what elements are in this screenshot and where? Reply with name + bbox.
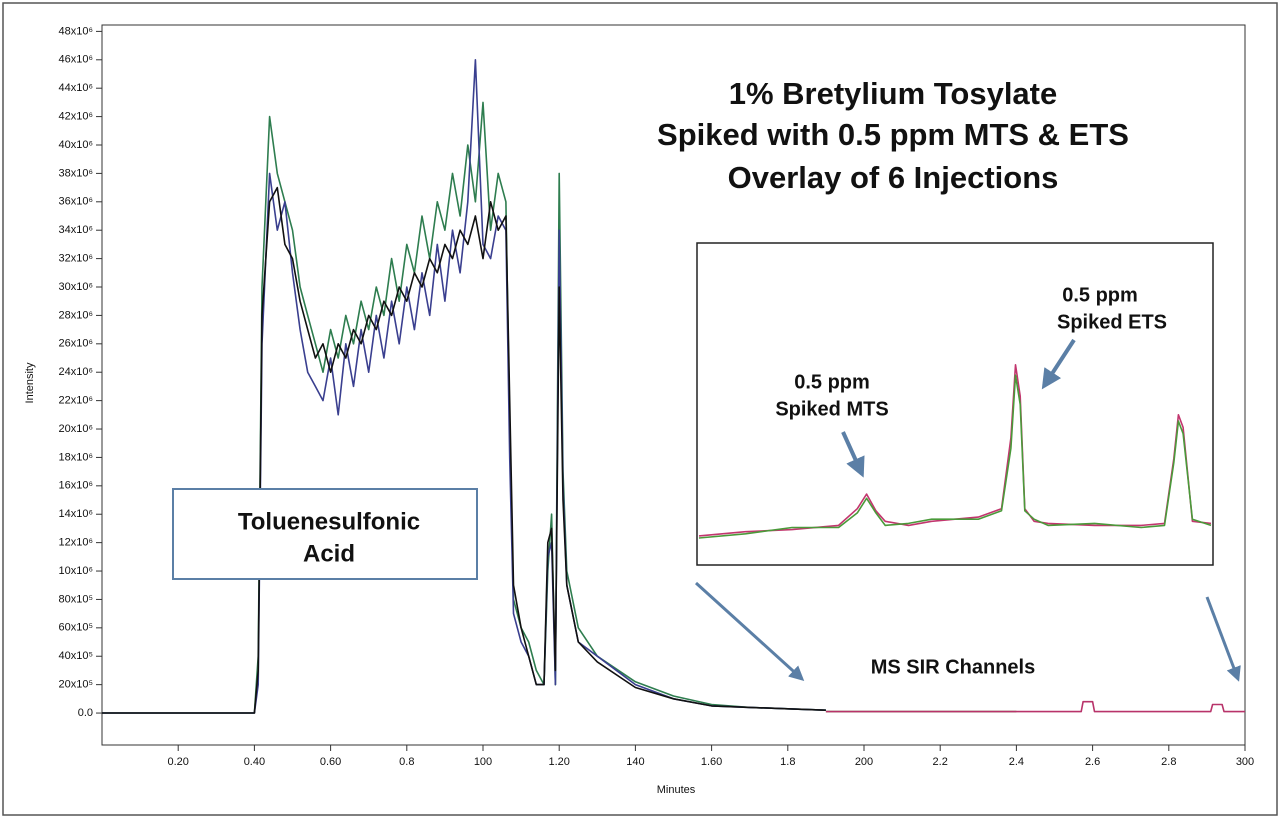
arrow bbox=[694, 581, 805, 682]
x-tick-label: 2.4 bbox=[1009, 756, 1024, 768]
trace bbox=[698, 374, 1212, 539]
y-tick-label: 36x10⁶ bbox=[59, 196, 94, 208]
arrow bbox=[1041, 338, 1076, 390]
arrows bbox=[694, 338, 1241, 682]
x-axis-label: Minutes bbox=[657, 784, 696, 796]
x-tick-label: 2.6 bbox=[1085, 756, 1100, 768]
box-label: Acid bbox=[303, 540, 355, 567]
y-tick-label: 40x10⁵ bbox=[58, 650, 93, 662]
title-line: 1% Bretylium Tosylate bbox=[729, 76, 1057, 111]
trace bbox=[102, 186, 826, 714]
inset-plot bbox=[698, 364, 1212, 539]
y-tick-label: 80x10⁵ bbox=[58, 593, 93, 605]
y-tick-label: 42x10⁶ bbox=[59, 111, 94, 123]
x-tick-label: 0.60 bbox=[320, 756, 341, 768]
label-box bbox=[172, 488, 478, 580]
trace bbox=[825, 700, 1245, 713]
box-label: Toluenesulfonic bbox=[238, 508, 420, 535]
plot-frame bbox=[101, 24, 1246, 746]
y-tick-label: 32x10⁶ bbox=[59, 253, 94, 265]
y-tick-label: 22x10⁶ bbox=[59, 395, 94, 407]
y-tick-label: 46x10⁶ bbox=[59, 54, 94, 66]
y-tick-label: 60x10⁵ bbox=[58, 622, 93, 634]
x-tick-label: 200 bbox=[855, 756, 873, 768]
x-tick-label: 100 bbox=[474, 756, 492, 768]
inset-annotation: Spiked ETS bbox=[1057, 311, 1167, 333]
y-tick-label: 34x10⁶ bbox=[59, 224, 94, 236]
y-tick-label: 26x10⁶ bbox=[59, 338, 94, 350]
x-tick-label: 0.40 bbox=[244, 756, 265, 768]
y-tick-label: 44x10⁶ bbox=[59, 82, 94, 94]
y-tick-label: 38x10⁶ bbox=[59, 167, 94, 179]
x-tick-label: 0.8 bbox=[399, 756, 414, 768]
y-tick-label: 18x10⁶ bbox=[59, 451, 94, 463]
y-tick-label: 48x10⁶ bbox=[59, 25, 94, 37]
arrow bbox=[1205, 596, 1241, 682]
y-tick-label: 14x10⁶ bbox=[59, 508, 94, 520]
x-tick-label: 1.8 bbox=[780, 756, 795, 768]
inset-annotation: 0.5 ppm bbox=[1062, 284, 1138, 306]
x-tick-label: 140 bbox=[626, 756, 644, 768]
inset-frame bbox=[696, 242, 1214, 566]
y-tick-label: 24x10⁶ bbox=[59, 366, 94, 378]
main-plot: 0.0 20x10⁵ 40x10⁵ 60x10⁵ 80x10⁵ 10x10⁶ 12x10⁶ 1… bbox=[58, 25, 1254, 768]
x-tick-label: 1.60 bbox=[701, 756, 722, 768]
y-tick-label: 40x10⁶ bbox=[59, 139, 94, 151]
x-tick-label: 1.20 bbox=[548, 756, 569, 768]
y-tick-label: 28x10⁶ bbox=[59, 309, 94, 321]
x-tick-label: 2.2 bbox=[933, 756, 948, 768]
y-tick-label: 10x10⁶ bbox=[59, 565, 94, 577]
inset-annotation: 0.5 ppm bbox=[794, 371, 870, 393]
arrow bbox=[841, 431, 865, 478]
y-axis-label: Intensity bbox=[24, 362, 36, 403]
y-tick-label: 20x10⁶ bbox=[59, 423, 94, 435]
y-tick-label: 20x10⁵ bbox=[58, 679, 93, 691]
title-line: Spiked with 0.5 ppm MTS & ETS bbox=[657, 117, 1129, 152]
x-tick-label: 300 bbox=[1236, 756, 1254, 768]
annotation: MS SIR Channels bbox=[871, 656, 1035, 678]
title-line: Overlay of 6 Injections bbox=[728, 160, 1059, 195]
y-tick-label: 12x10⁶ bbox=[59, 537, 94, 549]
y-tick-label: 16x10⁶ bbox=[59, 480, 94, 492]
y-tick-label: 30x10⁶ bbox=[59, 281, 94, 293]
y-tick-label: 0.0 bbox=[78, 707, 93, 719]
x-tick-label: 2.8 bbox=[1161, 756, 1176, 768]
x-tick-label: 0.20 bbox=[167, 756, 188, 768]
inset-annotation: Spiked MTS bbox=[775, 398, 888, 420]
